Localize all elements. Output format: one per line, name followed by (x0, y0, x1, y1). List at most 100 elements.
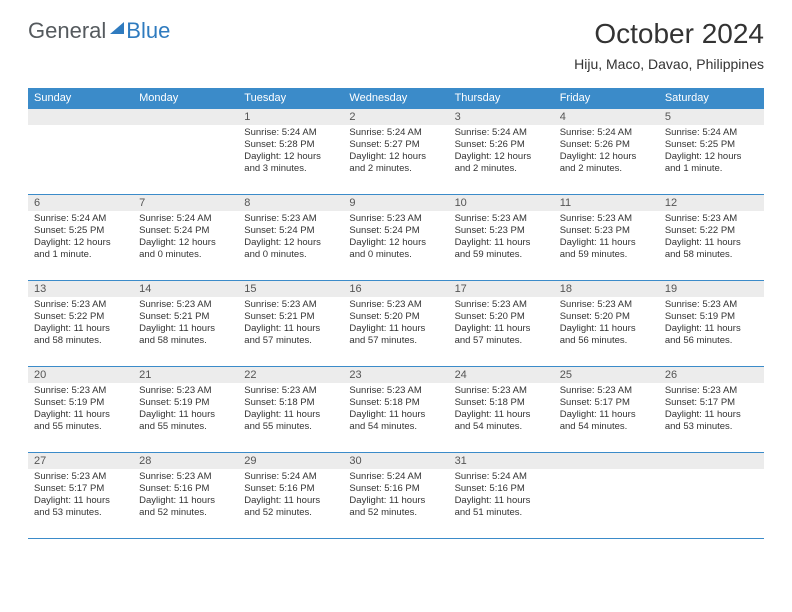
day-details: Sunrise: 5:23 AMSunset: 5:20 PMDaylight:… (554, 297, 659, 352)
day-details: Sunrise: 5:24 AMSunset: 5:16 PMDaylight:… (449, 469, 554, 524)
calendar-day-cell: 19Sunrise: 5:23 AMSunset: 5:19 PMDayligh… (659, 281, 764, 367)
day-number: 12 (659, 195, 764, 211)
calendar-body: 1Sunrise: 5:24 AMSunset: 5:28 PMDaylight… (28, 109, 764, 539)
calendar-day-cell: 24Sunrise: 5:23 AMSunset: 5:18 PMDayligh… (449, 367, 554, 453)
day-details: Sunrise: 5:24 AMSunset: 5:28 PMDaylight:… (238, 125, 343, 180)
calendar-table: SundayMondayTuesdayWednesdayThursdayFrid… (28, 88, 764, 539)
day-details: Sunrise: 5:23 AMSunset: 5:24 PMDaylight:… (238, 211, 343, 266)
calendar-day-cell: 3Sunrise: 5:24 AMSunset: 5:26 PMDaylight… (449, 109, 554, 195)
calendar-day-cell: 22Sunrise: 5:23 AMSunset: 5:18 PMDayligh… (238, 367, 343, 453)
calendar-header-row: SundayMondayTuesdayWednesdayThursdayFrid… (28, 88, 764, 109)
calendar-empty-cell (659, 453, 764, 539)
day-details: Sunrise: 5:23 AMSunset: 5:23 PMDaylight:… (554, 211, 659, 266)
calendar-empty-cell (554, 453, 659, 539)
header: General Blue October 2024 Hiju, Maco, Da… (0, 0, 792, 82)
day-number: 11 (554, 195, 659, 211)
calendar-day-cell: 18Sunrise: 5:23 AMSunset: 5:20 PMDayligh… (554, 281, 659, 367)
day-number: 10 (449, 195, 554, 211)
day-details: Sunrise: 5:24 AMSunset: 5:26 PMDaylight:… (554, 125, 659, 180)
day-number: 5 (659, 109, 764, 125)
day-number-empty (133, 109, 238, 125)
calendar-day-cell: 29Sunrise: 5:24 AMSunset: 5:16 PMDayligh… (238, 453, 343, 539)
day-number: 13 (28, 281, 133, 297)
day-number-empty (659, 453, 764, 469)
calendar-day-cell: 2Sunrise: 5:24 AMSunset: 5:27 PMDaylight… (343, 109, 448, 195)
day-number: 15 (238, 281, 343, 297)
calendar-day-cell: 15Sunrise: 5:23 AMSunset: 5:21 PMDayligh… (238, 281, 343, 367)
day-number: 16 (343, 281, 448, 297)
day-number: 27 (28, 453, 133, 469)
day-number: 17 (449, 281, 554, 297)
day-details: Sunrise: 5:23 AMSunset: 5:18 PMDaylight:… (238, 383, 343, 438)
day-number: 29 (238, 453, 343, 469)
calendar-day-cell: 8Sunrise: 5:23 AMSunset: 5:24 PMDaylight… (238, 195, 343, 281)
calendar-week-row: 13Sunrise: 5:23 AMSunset: 5:22 PMDayligh… (28, 281, 764, 367)
day-details: Sunrise: 5:23 AMSunset: 5:18 PMDaylight:… (343, 383, 448, 438)
logo-text-general: General (28, 18, 106, 44)
day-number: 21 (133, 367, 238, 383)
day-details: Sunrise: 5:23 AMSunset: 5:20 PMDaylight:… (449, 297, 554, 352)
title-block: October 2024 Hiju, Maco, Davao, Philippi… (574, 18, 764, 72)
day-number: 25 (554, 367, 659, 383)
calendar-day-cell: 1Sunrise: 5:24 AMSunset: 5:28 PMDaylight… (238, 109, 343, 195)
location-subtitle: Hiju, Maco, Davao, Philippines (574, 56, 764, 72)
logo: General Blue (28, 18, 170, 44)
day-details: Sunrise: 5:23 AMSunset: 5:24 PMDaylight:… (343, 211, 448, 266)
day-details: Sunrise: 5:24 AMSunset: 5:25 PMDaylight:… (659, 125, 764, 180)
calendar-day-cell: 4Sunrise: 5:24 AMSunset: 5:26 PMDaylight… (554, 109, 659, 195)
day-number: 4 (554, 109, 659, 125)
calendar-day-cell: 31Sunrise: 5:24 AMSunset: 5:16 PMDayligh… (449, 453, 554, 539)
day-number: 9 (343, 195, 448, 211)
weekday-header: Friday (554, 88, 659, 109)
day-number: 6 (28, 195, 133, 211)
calendar-day-cell: 11Sunrise: 5:23 AMSunset: 5:23 PMDayligh… (554, 195, 659, 281)
day-number: 28 (133, 453, 238, 469)
weekday-header: Tuesday (238, 88, 343, 109)
day-number: 19 (659, 281, 764, 297)
day-number: 3 (449, 109, 554, 125)
calendar-day-cell: 28Sunrise: 5:23 AMSunset: 5:16 PMDayligh… (133, 453, 238, 539)
calendar-day-cell: 27Sunrise: 5:23 AMSunset: 5:17 PMDayligh… (28, 453, 133, 539)
day-number: 2 (343, 109, 448, 125)
calendar-week-row: 1Sunrise: 5:24 AMSunset: 5:28 PMDaylight… (28, 109, 764, 195)
weekday-header: Thursday (449, 88, 554, 109)
calendar-empty-cell (28, 109, 133, 195)
day-number-empty (28, 109, 133, 125)
calendar-week-row: 20Sunrise: 5:23 AMSunset: 5:19 PMDayligh… (28, 367, 764, 453)
calendar-day-cell: 14Sunrise: 5:23 AMSunset: 5:21 PMDayligh… (133, 281, 238, 367)
day-details: Sunrise: 5:23 AMSunset: 5:16 PMDaylight:… (133, 469, 238, 524)
day-number: 22 (238, 367, 343, 383)
calendar-day-cell: 23Sunrise: 5:23 AMSunset: 5:18 PMDayligh… (343, 367, 448, 453)
logo-text-blue: Blue (126, 18, 170, 44)
day-number: 14 (133, 281, 238, 297)
weekday-header: Wednesday (343, 88, 448, 109)
day-details: Sunrise: 5:23 AMSunset: 5:22 PMDaylight:… (659, 211, 764, 266)
day-number: 20 (28, 367, 133, 383)
day-details: Sunrise: 5:23 AMSunset: 5:23 PMDaylight:… (449, 211, 554, 266)
day-details: Sunrise: 5:24 AMSunset: 5:25 PMDaylight:… (28, 211, 133, 266)
weekday-header: Sunday (28, 88, 133, 109)
day-details: Sunrise: 5:23 AMSunset: 5:19 PMDaylight:… (133, 383, 238, 438)
day-details: Sunrise: 5:23 AMSunset: 5:17 PMDaylight:… (659, 383, 764, 438)
day-number: 8 (238, 195, 343, 211)
day-details: Sunrise: 5:24 AMSunset: 5:24 PMDaylight:… (133, 211, 238, 266)
logo-triangle-icon (110, 22, 124, 34)
calendar-day-cell: 12Sunrise: 5:23 AMSunset: 5:22 PMDayligh… (659, 195, 764, 281)
calendar-day-cell: 10Sunrise: 5:23 AMSunset: 5:23 PMDayligh… (449, 195, 554, 281)
calendar-day-cell: 17Sunrise: 5:23 AMSunset: 5:20 PMDayligh… (449, 281, 554, 367)
day-details: Sunrise: 5:23 AMSunset: 5:21 PMDaylight:… (238, 297, 343, 352)
calendar-day-cell: 5Sunrise: 5:24 AMSunset: 5:25 PMDaylight… (659, 109, 764, 195)
calendar-day-cell: 26Sunrise: 5:23 AMSunset: 5:17 PMDayligh… (659, 367, 764, 453)
calendar-day-cell: 6Sunrise: 5:24 AMSunset: 5:25 PMDaylight… (28, 195, 133, 281)
day-details: Sunrise: 5:23 AMSunset: 5:17 PMDaylight:… (554, 383, 659, 438)
day-number: 30 (343, 453, 448, 469)
calendar-day-cell: 13Sunrise: 5:23 AMSunset: 5:22 PMDayligh… (28, 281, 133, 367)
calendar-day-cell: 16Sunrise: 5:23 AMSunset: 5:20 PMDayligh… (343, 281, 448, 367)
day-number: 26 (659, 367, 764, 383)
calendar-day-cell: 20Sunrise: 5:23 AMSunset: 5:19 PMDayligh… (28, 367, 133, 453)
day-number: 24 (449, 367, 554, 383)
calendar-week-row: 6Sunrise: 5:24 AMSunset: 5:25 PMDaylight… (28, 195, 764, 281)
calendar-empty-cell (133, 109, 238, 195)
day-details: Sunrise: 5:23 AMSunset: 5:19 PMDaylight:… (28, 383, 133, 438)
day-details: Sunrise: 5:24 AMSunset: 5:27 PMDaylight:… (343, 125, 448, 180)
